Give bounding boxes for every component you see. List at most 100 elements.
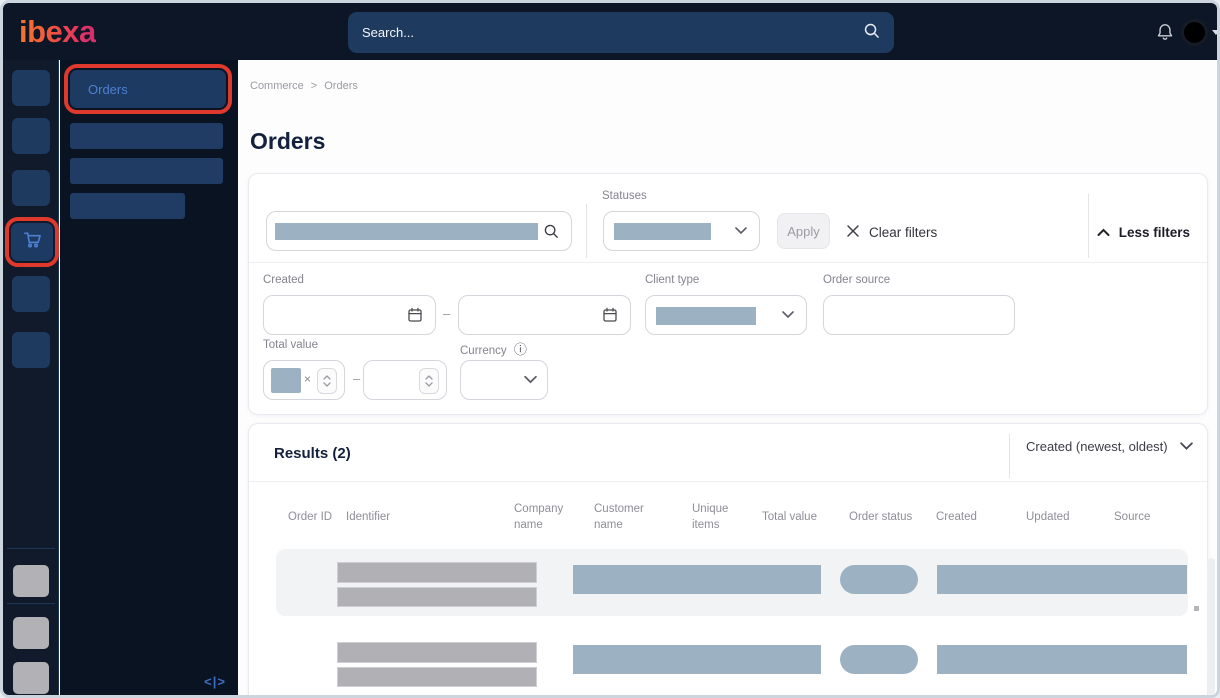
top-bar: ibexa [3,3,1217,60]
identifier-placeholder [337,587,537,607]
client-type-label: Client type [645,274,700,286]
filter-search-input[interactable] [266,211,572,251]
nav-item-placeholder-3[interactable] [12,170,50,206]
col-unique-items: Unique items [692,503,729,531]
col-source: Source [1114,511,1151,524]
ibexa-logo[interactable]: ibexa [19,14,96,49]
col-updated: Updated [1026,511,1070,524]
date-range-separator: – [443,306,451,321]
nav-item-commerce[interactable] [5,217,59,267]
col-order-status: Order status [849,511,913,524]
identifier-placeholder [337,667,537,687]
currency-dropdown[interactable] [460,360,548,400]
statuses-label: Statuses [602,190,647,202]
number-stepper[interactable] [419,368,439,394]
submenu-item-placeholder-1[interactable] [70,123,223,149]
nav-bottom-placeholder-3[interactable] [13,662,49,694]
submenu-item-placeholder-2[interactable] [70,158,223,184]
main-content: Commerce > Orders Orders Statuses [238,60,1217,695]
scrollbar-track[interactable] [1207,558,1215,695]
table-row[interactable] [276,629,1188,695]
chevron-down-icon [1179,439,1193,454]
results-header-divider [249,481,1207,482]
total-value-min-input[interactable]: × [263,360,345,400]
submenu-item-orders-label: Orders [88,81,128,97]
chevron-down-icon [782,311,794,319]
client-type-dropdown[interactable] [645,295,807,335]
filter-divider [586,204,587,258]
sidebar-collapse-icon[interactable]: <|> [204,674,226,689]
filters-row-divider [249,262,1207,263]
sort-dropdown[interactable]: Created (newest, oldest) [1026,439,1193,454]
global-search[interactable] [348,12,894,53]
submenu-item-placeholder-3[interactable] [70,193,185,219]
breadcrumb-commerce[interactable]: Commerce [250,80,304,92]
statuses-value-placeholder [614,223,711,240]
created-from-field[interactable] [264,296,435,334]
results-title: Results (2) [274,445,351,462]
total-value-max-input[interactable] [363,360,447,400]
less-filters-label: Less filters [1118,224,1190,240]
user-avatar[interactable] [1181,19,1208,46]
sort-divider [1009,434,1010,478]
rail-divider [7,548,55,549]
search-icon[interactable] [863,22,880,44]
clear-filters-label: Clear filters [869,224,938,240]
col-created: Created [936,511,977,524]
order-source-field[interactable] [824,296,1014,334]
customer-data-placeholder [573,565,821,594]
col-customer-name: Customer name [594,503,644,531]
nav-item-placeholder-5[interactable] [12,332,50,368]
submenu-item-orders[interactable]: Orders [64,64,232,114]
nav-item-placeholder-4[interactable] [12,276,50,312]
nav-item-placeholder-2[interactable] [12,118,50,154]
breadcrumb-orders: Orders [324,80,358,92]
notifications-bell-icon[interactable] [1154,20,1176,44]
order-status-placeholder [840,645,918,674]
calendar-icon[interactable] [602,307,618,323]
filter-search-value-placeholder [275,223,538,240]
main-nav-rail [3,60,59,695]
remove-value-icon[interactable]: × [304,372,312,386]
col-company-name: Company name [514,503,564,531]
info-icon[interactable]: ⓘ [513,342,527,357]
rail-divider [7,603,55,604]
global-search-input[interactable] [362,25,863,40]
filter-divider [1088,194,1089,258]
order-source-label: Order source [823,274,891,286]
created-to-field[interactable] [459,296,630,334]
col-order-id: Order ID [288,511,333,524]
page-title: Orders [250,128,326,154]
col-total-value: Total value [762,511,817,524]
created-from-input[interactable] [263,295,436,335]
apply-button[interactable]: Apply [777,213,830,249]
filters-panel: Statuses Apply Clear filters [248,173,1208,415]
clear-filters-button[interactable]: Clear filters [846,220,937,244]
statuses-dropdown[interactable] [603,211,760,251]
breadcrumb-separator: > [310,80,318,92]
number-stepper[interactable] [317,368,337,394]
table-row[interactable] [276,549,1188,616]
identifier-placeholder [337,642,537,663]
dates-data-placeholder [937,645,1187,674]
calendar-icon[interactable] [407,307,423,323]
value-range-separator: – [353,371,361,386]
less-filters-toggle[interactable]: Less filters [1097,220,1190,244]
order-status-placeholder [840,565,918,594]
order-source-input[interactable] [823,295,1015,335]
chevron-down-icon [735,227,747,235]
breadcrumb: Commerce > Orders [250,80,358,92]
nav-bottom-placeholder-2[interactable] [13,617,49,649]
nav-bottom-placeholder-1[interactable] [13,565,49,597]
currency-label: Currency ⓘ [460,339,527,358]
created-to-input[interactable] [458,295,631,335]
nav-item-placeholder-1[interactable] [12,70,50,106]
user-menu-caret-icon[interactable] [1212,30,1217,35]
chevron-up-icon [1097,225,1110,240]
total-value-chip-placeholder [271,368,301,393]
search-icon[interactable] [543,223,559,239]
currency-label-text: Currency [460,345,507,357]
dates-data-placeholder [937,565,1187,594]
customer-data-placeholder [573,645,821,674]
